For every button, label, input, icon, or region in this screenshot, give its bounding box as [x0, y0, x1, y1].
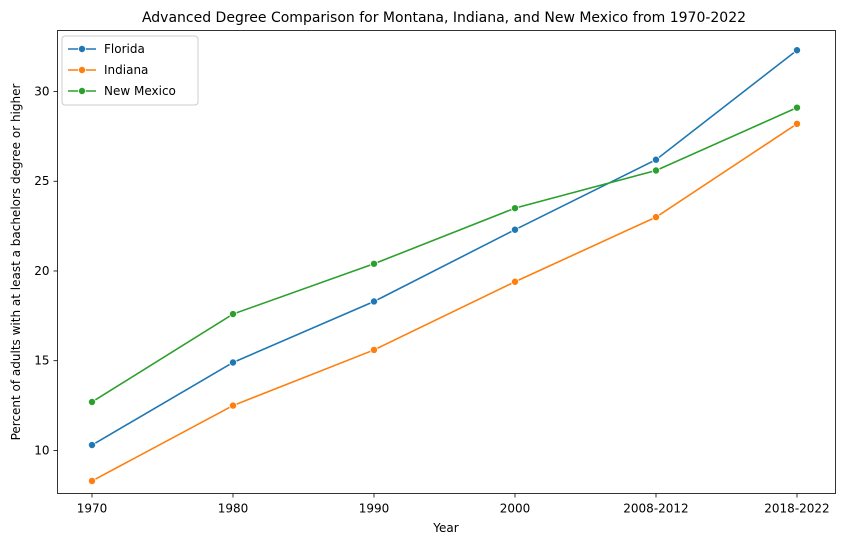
series-line [91, 106, 798, 403]
legend-swatch-marker [78, 87, 87, 96]
data-point [652, 213, 661, 222]
legend-box [61, 35, 199, 106]
y-tick-label: 20 [34, 264, 49, 278]
data-point [88, 441, 97, 450]
series-line [91, 49, 798, 446]
y-tick-label: 10 [34, 443, 49, 457]
data-point [369, 345, 378, 354]
data-point [228, 401, 237, 410]
series-new-mexico [88, 103, 802, 406]
x-axis: 1970 1980 1990 2000 2008-2012 2018-2022 [77, 493, 830, 516]
data-point [793, 46, 802, 55]
data-point [88, 476, 97, 485]
legend-item: Indiana [68, 63, 148, 77]
legend-label: Indiana [104, 63, 148, 77]
data-point [793, 119, 802, 128]
data-point [228, 358, 237, 367]
y-axis: 10 15 20 25 30 [34, 85, 58, 457]
series-indiana [88, 119, 802, 485]
plot-area [88, 46, 802, 485]
series-line [91, 123, 798, 482]
series-florida [88, 46, 802, 450]
legend-swatch-marker [78, 66, 87, 75]
x-axis-label: Year [432, 521, 458, 535]
data-point [793, 103, 802, 112]
plot-frame [57, 30, 836, 494]
data-point [88, 397, 97, 406]
data-point [369, 297, 378, 306]
x-tick-label: 2008-2012 [623, 502, 688, 516]
y-tick-label: 30 [34, 85, 49, 99]
data-point [369, 259, 378, 268]
legend-label: Florida [104, 42, 145, 56]
x-tick-label: 1990 [359, 502, 390, 516]
data-point [510, 204, 519, 213]
x-tick-label: 1970 [77, 502, 108, 516]
x-tick-label: 2000 [500, 502, 531, 516]
legend: Florida Indiana New Mexico [61, 35, 199, 106]
data-point [510, 225, 519, 234]
x-tick-label: 2018-2022 [764, 502, 829, 516]
legend-item: New Mexico [68, 84, 176, 98]
data-point [228, 310, 237, 319]
legend-label: New Mexico [104, 84, 176, 98]
y-axis-label: Percent of adults with at least a bachel… [9, 84, 23, 441]
legend-item: Florida [68, 42, 145, 56]
legend-swatch-marker [78, 45, 87, 54]
data-point [652, 155, 661, 164]
data-point [510, 277, 519, 286]
y-tick-label: 25 [34, 174, 49, 188]
chart-title: Advanced Degree Comparison for Montana, … [142, 10, 746, 26]
x-tick-label: 1980 [218, 502, 249, 516]
y-tick-label: 15 [34, 354, 49, 368]
data-point [652, 166, 661, 175]
